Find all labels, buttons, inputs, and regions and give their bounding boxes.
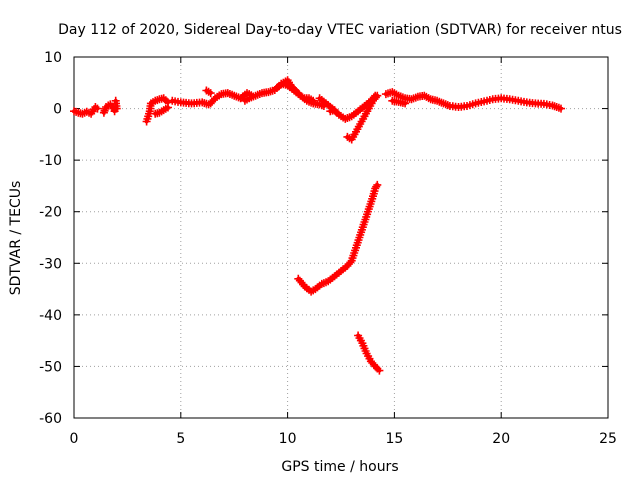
data-point (371, 93, 380, 102)
data-point (206, 89, 215, 98)
data-point (375, 366, 384, 375)
data-point (373, 180, 382, 189)
series-arc-14 (343, 91, 382, 144)
y-tick-label: 0 (53, 102, 62, 118)
x-tick-label: 25 (599, 431, 617, 447)
data-point (401, 99, 410, 108)
data-point (369, 360, 378, 369)
y-tick-label: 10 (44, 50, 62, 66)
grid (74, 57, 608, 418)
data-point (112, 104, 121, 113)
y-tick-label: -10 (39, 153, 62, 169)
x-tick-label: 20 (492, 431, 510, 447)
data-point (294, 89, 303, 98)
chart-title: Day 112 of 2020, Sidereal Day-to-day VTE… (58, 22, 622, 38)
series-arc-13 (326, 106, 339, 116)
data-point (93, 104, 102, 113)
y-axis-label: SDTVAR / TECUs (8, 181, 24, 296)
plot-frame (73, 56, 609, 419)
y-tick-label: -50 (39, 359, 62, 375)
y-tick-label: -30 (39, 256, 62, 272)
x-tick-label: 0 (70, 431, 79, 447)
series-arc-3 (111, 96, 121, 113)
data-point (346, 258, 355, 267)
axis-ticks: 0 5 10 15 20 25 10 0 -10 -20 -30 -40 -50 -60 (39, 50, 617, 447)
series-arc-11 (300, 94, 318, 105)
data-point (330, 106, 339, 115)
series-arc-15 (381, 88, 565, 113)
x-tick-label: 15 (385, 431, 403, 447)
x-tick-label: 5 (176, 431, 185, 447)
data-point (372, 182, 381, 191)
x-tick-label: 10 (279, 431, 297, 447)
data-point (164, 103, 172, 112)
series-arc-7 (202, 86, 215, 98)
series-arc-16 (388, 96, 410, 108)
series-arc-17 (294, 180, 382, 296)
data-point (373, 91, 382, 100)
y-tick-label: -40 (39, 308, 62, 324)
y-tick-label: -20 (39, 205, 62, 221)
data-point (557, 104, 565, 113)
x-axis-label: GPS time / hours (281, 459, 398, 475)
data-point (309, 96, 318, 105)
y-tick-label: -60 (39, 411, 62, 427)
data-points (70, 76, 565, 375)
series-arc-10 (272, 76, 303, 98)
series-arc-4 (142, 94, 172, 126)
series-arc-1 (70, 103, 102, 118)
series-arc-6 (168, 96, 213, 109)
series-arc-5 (151, 103, 172, 118)
series-arc-18 (354, 331, 384, 375)
